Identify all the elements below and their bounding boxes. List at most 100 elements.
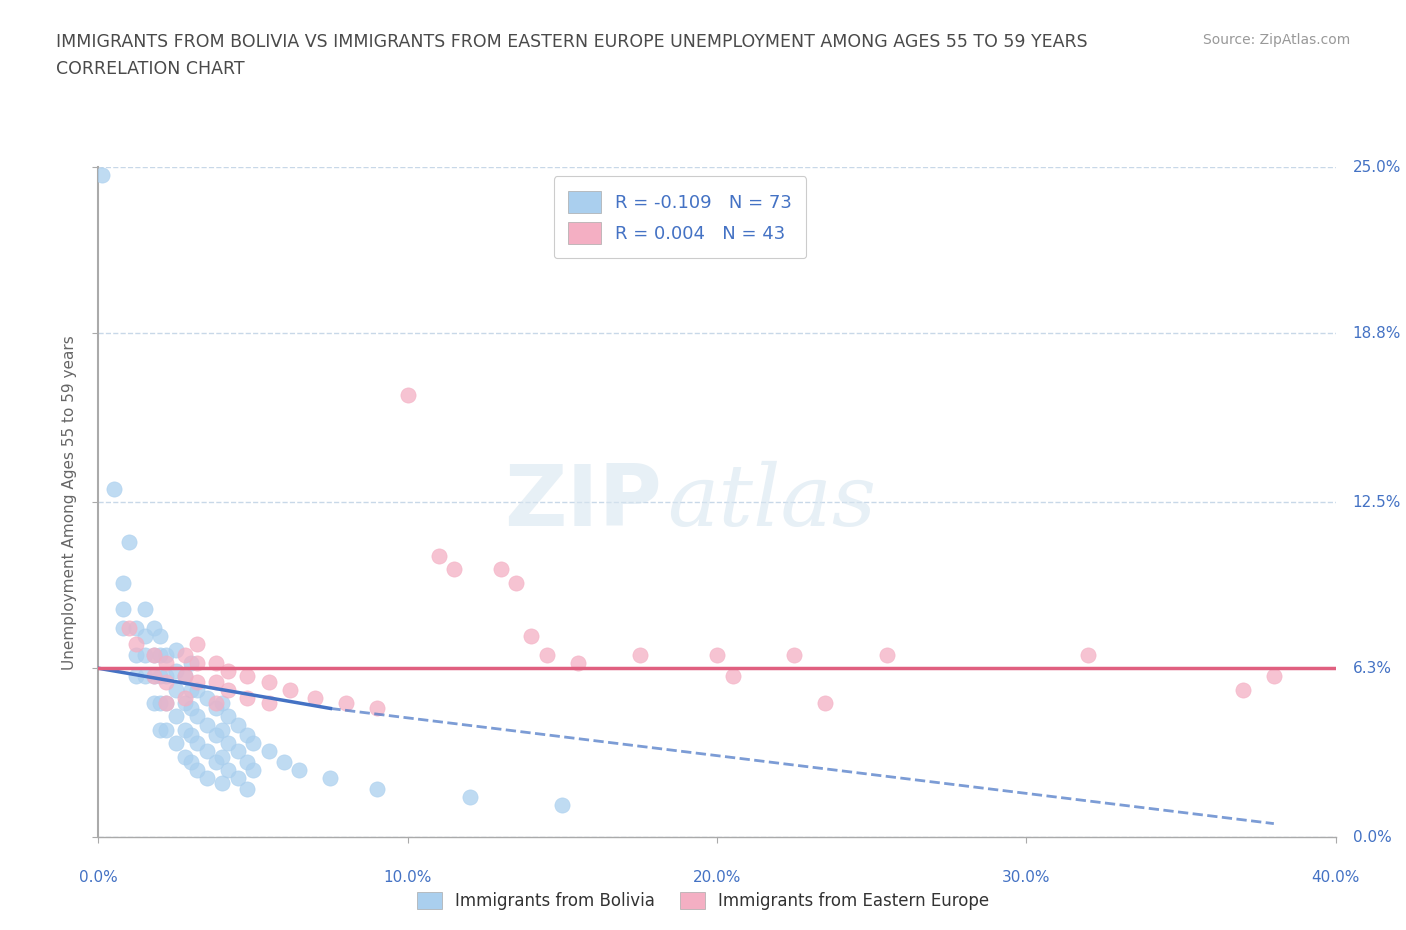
Point bbox=[195, 771, 218, 786]
Text: 12.5%: 12.5% bbox=[1353, 495, 1400, 510]
Point bbox=[551, 797, 574, 812]
Text: 10.0%: 10.0% bbox=[384, 870, 432, 884]
Point bbox=[505, 575, 527, 590]
Point bbox=[211, 750, 233, 764]
Point bbox=[257, 744, 280, 759]
Point bbox=[217, 683, 239, 698]
Point bbox=[458, 790, 481, 804]
Point bbox=[149, 696, 172, 711]
Point bbox=[273, 754, 295, 769]
Point bbox=[112, 620, 135, 635]
Point bbox=[124, 669, 146, 684]
Point bbox=[124, 647, 146, 662]
Point bbox=[149, 647, 172, 662]
Legend: Immigrants from Bolivia, Immigrants from Eastern Europe: Immigrants from Bolivia, Immigrants from… bbox=[411, 885, 995, 917]
Point bbox=[180, 728, 202, 743]
Text: 18.8%: 18.8% bbox=[1353, 326, 1400, 341]
Point bbox=[236, 781, 259, 796]
Point bbox=[143, 620, 166, 635]
Point bbox=[186, 674, 208, 689]
Point bbox=[155, 696, 177, 711]
Point bbox=[180, 656, 202, 671]
Point bbox=[236, 690, 259, 705]
Point bbox=[205, 754, 228, 769]
Point bbox=[520, 629, 543, 644]
Legend: R = -0.109   N = 73, R = 0.004   N = 43: R = -0.109 N = 73, R = 0.004 N = 43 bbox=[554, 177, 806, 259]
Point bbox=[155, 696, 177, 711]
Point bbox=[205, 701, 228, 716]
Point bbox=[174, 696, 197, 711]
Point bbox=[211, 776, 233, 790]
Text: 0.0%: 0.0% bbox=[1353, 830, 1392, 844]
Point bbox=[1263, 669, 1285, 684]
Point bbox=[236, 669, 259, 684]
Point bbox=[706, 647, 728, 662]
Point bbox=[174, 750, 197, 764]
Point bbox=[124, 620, 146, 635]
Point bbox=[165, 736, 187, 751]
Y-axis label: Unemployment Among Ages 55 to 59 years: Unemployment Among Ages 55 to 59 years bbox=[62, 335, 77, 670]
Point bbox=[205, 728, 228, 743]
Point bbox=[174, 669, 197, 684]
Point bbox=[134, 669, 156, 684]
Point bbox=[257, 674, 280, 689]
Point bbox=[205, 656, 228, 671]
Point bbox=[112, 575, 135, 590]
Text: 30.0%: 30.0% bbox=[1002, 870, 1050, 884]
Point bbox=[628, 647, 651, 662]
Text: Source: ZipAtlas.com: Source: ZipAtlas.com bbox=[1202, 33, 1350, 46]
Point bbox=[143, 647, 166, 662]
Point bbox=[143, 696, 166, 711]
Text: 6.3%: 6.3% bbox=[1353, 660, 1392, 676]
Point bbox=[186, 736, 208, 751]
Point bbox=[186, 656, 208, 671]
Point bbox=[226, 717, 249, 732]
Point bbox=[536, 647, 558, 662]
Point bbox=[186, 637, 208, 652]
Point bbox=[304, 690, 326, 705]
Point bbox=[489, 562, 512, 577]
Point bbox=[319, 771, 342, 786]
Point bbox=[814, 696, 837, 711]
Point bbox=[443, 562, 465, 577]
Point bbox=[155, 647, 177, 662]
Point bbox=[155, 723, 177, 737]
Point bbox=[143, 669, 166, 684]
Point bbox=[366, 701, 388, 716]
Point bbox=[180, 754, 202, 769]
Point bbox=[242, 763, 264, 777]
Point bbox=[205, 674, 228, 689]
Point bbox=[174, 690, 197, 705]
Point bbox=[217, 736, 239, 751]
Point bbox=[174, 723, 197, 737]
Point bbox=[118, 620, 141, 635]
Point bbox=[134, 647, 156, 662]
Point bbox=[217, 663, 239, 678]
Point bbox=[217, 709, 239, 724]
Point bbox=[186, 709, 208, 724]
Point bbox=[1232, 683, 1254, 698]
Point bbox=[335, 696, 357, 711]
Point bbox=[143, 647, 166, 662]
Point bbox=[1077, 647, 1099, 662]
Point bbox=[124, 637, 146, 652]
Point bbox=[180, 683, 202, 698]
Point bbox=[876, 647, 898, 662]
Point bbox=[186, 763, 208, 777]
Point bbox=[155, 669, 177, 684]
Point bbox=[195, 717, 218, 732]
Text: atlas: atlas bbox=[668, 461, 877, 543]
Point bbox=[174, 647, 197, 662]
Point bbox=[174, 669, 197, 684]
Point bbox=[155, 674, 177, 689]
Point bbox=[103, 482, 125, 497]
Point bbox=[180, 701, 202, 716]
Text: ZIP: ZIP bbox=[503, 460, 661, 544]
Point bbox=[567, 656, 589, 671]
Point bbox=[90, 168, 112, 183]
Point bbox=[783, 647, 806, 662]
Point bbox=[721, 669, 744, 684]
Point bbox=[195, 690, 218, 705]
Point bbox=[118, 535, 141, 550]
Point bbox=[226, 744, 249, 759]
